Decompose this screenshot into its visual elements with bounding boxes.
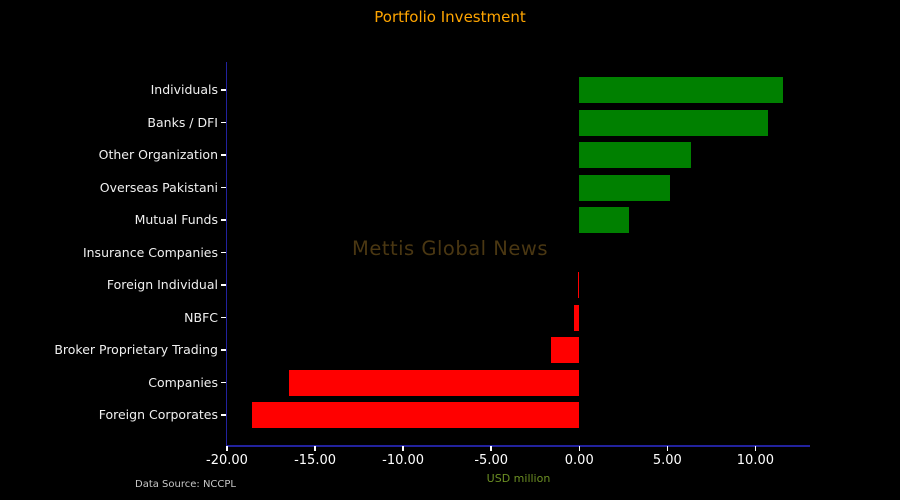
bar-nbfc bbox=[574, 304, 580, 331]
x-axis-spine bbox=[225, 445, 810, 447]
x-tick-label: 10.00 bbox=[736, 453, 774, 468]
data-source-note: Data Source: NCCPL bbox=[135, 479, 236, 490]
y-tick-mark bbox=[220, 219, 226, 221]
y-axis-label: NBFC bbox=[184, 309, 218, 325]
y-tick-mark bbox=[220, 381, 226, 384]
y-axis-label: Individuals bbox=[150, 82, 218, 97]
y-axis-label: Foreign Individual bbox=[106, 277, 218, 292]
x-tick-mark bbox=[754, 446, 757, 451]
y-tick-mark bbox=[220, 349, 226, 351]
y-tick-mark bbox=[220, 121, 226, 124]
bar-foreign-individual bbox=[577, 272, 580, 298]
watermark-text: Mettis Global News bbox=[352, 237, 548, 260]
y-tick-mark bbox=[220, 316, 226, 319]
bar-individuals bbox=[579, 77, 784, 103]
bar-banks-dfi bbox=[579, 109, 768, 136]
y-tick-mark bbox=[220, 251, 226, 254]
bar-broker-proprietary-trading bbox=[551, 337, 580, 363]
y-axis-label: Banks / DFI bbox=[147, 114, 218, 130]
y-tick-mark bbox=[220, 154, 226, 156]
y-axis-label: Overseas Pakistani bbox=[99, 179, 218, 195]
bar-other-organization bbox=[579, 142, 691, 168]
x-tick-label: -15.00 bbox=[294, 453, 337, 468]
y-tick-mark bbox=[220, 89, 226, 91]
x-tick-mark bbox=[226, 446, 228, 451]
y-axis-label: Insurance Companies bbox=[82, 244, 218, 260]
x-tick-label: -5.00 bbox=[474, 453, 508, 468]
y-axis-spine bbox=[225, 62, 227, 446]
bar-companies bbox=[288, 369, 580, 396]
chart-title: Portfolio Investment bbox=[374, 8, 526, 26]
y-axis-label: Foreign Corporates bbox=[98, 407, 218, 422]
x-tick-label: 5.00 bbox=[652, 453, 682, 468]
x-tick-mark bbox=[578, 446, 581, 451]
x-tick-label: -20.00 bbox=[206, 453, 248, 468]
y-axis-label: Companies bbox=[148, 374, 218, 390]
x-tick-label: 0.00 bbox=[564, 453, 594, 468]
x-tick-mark bbox=[402, 446, 404, 451]
y-tick-mark bbox=[220, 186, 226, 189]
x-tick-mark bbox=[490, 446, 492, 451]
y-axis-label: Broker Proprietary Trading bbox=[54, 342, 218, 357]
y-axis-label: Mutual Funds bbox=[134, 212, 218, 227]
x-tick-mark bbox=[314, 446, 316, 451]
bar-foreign-corporates bbox=[251, 402, 580, 428]
x-tick-label: -10.00 bbox=[382, 453, 425, 468]
y-tick-mark bbox=[220, 414, 226, 416]
y-axis-label: Other Organization bbox=[98, 147, 218, 162]
bar-mutual-funds bbox=[579, 207, 629, 233]
bar-overseas-pakistani bbox=[579, 174, 670, 201]
y-tick-mark bbox=[220, 284, 226, 286]
x-tick-mark bbox=[666, 446, 669, 451]
x-axis-label: USD million bbox=[486, 472, 551, 485]
